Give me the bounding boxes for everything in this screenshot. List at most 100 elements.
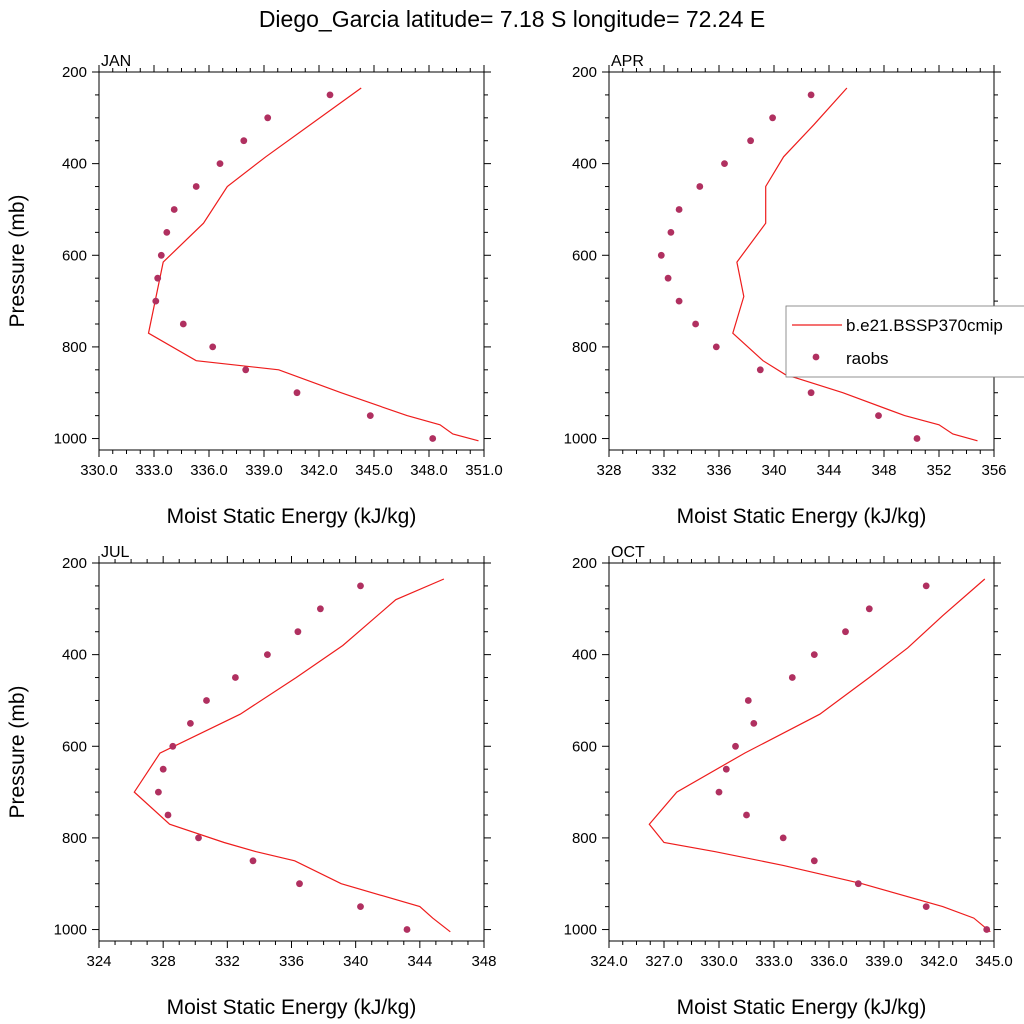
raobs-point [357, 903, 364, 910]
y-tick-label: 200 [572, 64, 597, 81]
y-tick-label: 800 [62, 339, 87, 356]
x-axis-label: Moist Static Energy (kJ/kg) [167, 505, 417, 528]
x-tick-label: 348 [871, 462, 896, 479]
raobs-point [667, 229, 675, 236]
raobs-point [756, 366, 764, 374]
raobs-point [842, 628, 849, 636]
x-tick-label: 342.0 [920, 953, 958, 970]
raobs-point [154, 274, 162, 282]
raobs-point [807, 91, 815, 99]
plot-frame [98, 71, 485, 451]
raobs-point [744, 697, 752, 704]
raobs-point [692, 320, 699, 328]
y-tick-label: 1000 [564, 431, 597, 448]
x-tick-label: 344 [816, 462, 841, 479]
raobs-point [192, 183, 200, 190]
raobs-point [366, 412, 374, 419]
raobs-point [732, 742, 739, 750]
legend-model-label: b.e21.BSSP370cmip [846, 316, 1003, 335]
figure-title: Diego_Garcia latitude= 7.18 S longitude=… [259, 6, 765, 32]
x-tick-label: 332 [651, 462, 676, 479]
y-tick-label: 400 [572, 156, 597, 173]
raobs-point [357, 582, 364, 590]
raobs-point [664, 274, 672, 282]
legend-obs-label: raobs [846, 349, 889, 368]
panel-oct: OCT 324.0 327.0 330.0 333.0 336.0 339.0 342.0 34… [564, 544, 1013, 1019]
raobs-point [750, 720, 758, 727]
raobs-point [913, 435, 921, 442]
raobs-point [242, 366, 250, 374]
panel-label: JUL [101, 544, 130, 561]
panel-jul: JUL 324 328 332 336 340 344 348 200 400 600 800 1000… [6, 544, 497, 1019]
y-tick-label: 1000 [564, 922, 597, 939]
raobs-point [922, 582, 930, 590]
model-line [732, 87, 978, 442]
x-tick-label: 336.0 [190, 462, 228, 479]
model-line [133, 578, 451, 933]
raobs-point [293, 389, 301, 397]
y-tick-label: 400 [62, 647, 87, 664]
legend: b.e21.BSSP370cmip raobs [785, 305, 1024, 378]
raobs-point [743, 811, 750, 819]
y-tick-label: 600 [572, 247, 597, 264]
x-tick-label: 340 [343, 953, 368, 970]
y-tick-label: 800 [62, 830, 87, 847]
x-tick-label: 348.0 [410, 462, 448, 479]
y-tick-label: 600 [62, 738, 87, 755]
x-tick-label: 348 [471, 953, 496, 970]
x-tick-label: 328 [151, 953, 176, 970]
raobs-point [169, 742, 177, 750]
model-line [648, 578, 991, 933]
raobs-point [788, 674, 796, 681]
x-tick-label: 327.0 [645, 953, 683, 970]
raobs-point [216, 160, 224, 168]
y-tick-label: 800 [572, 339, 597, 356]
raobs-point [264, 114, 272, 122]
panel-label: JAN [101, 53, 131, 70]
x-tick-label: 333.0 [135, 462, 173, 479]
raobs-point [983, 926, 991, 933]
x-tick-label: 345.0 [355, 462, 393, 479]
x-tick-label: 336 [279, 953, 304, 970]
raobs-point [810, 857, 818, 865]
x-tick-label: 332 [215, 953, 240, 970]
raobs-point [209, 343, 217, 351]
panel-jan: JAN 330.0 333.0 336.0 339.0 342.0 345.0 348.0 35… [6, 53, 503, 528]
y-tick-label: 1000 [54, 922, 87, 939]
raobs-point [249, 857, 257, 865]
raobs-point [240, 137, 248, 145]
raobs-point [203, 697, 210, 704]
x-tick-label: 324.0 [590, 953, 628, 970]
y-tick-label: 200 [62, 64, 87, 81]
raobs-point [155, 788, 162, 796]
raobs-point [296, 880, 303, 888]
raobs-point [675, 297, 683, 305]
raobs-point [163, 229, 171, 236]
raobs-point [696, 183, 704, 190]
panel-apr: APR 328 332 336 340 344 348 352 356 200 400 600 800 1… [564, 53, 1007, 528]
raobs-point [403, 926, 411, 933]
raobs-point [779, 834, 787, 842]
legend-obs-swatch [812, 353, 820, 361]
raobs-point [715, 788, 723, 796]
raobs-point [170, 206, 178, 213]
y-tick-label: 600 [572, 738, 597, 755]
y-tick-label: 800 [572, 830, 597, 847]
x-tick-label: 339.0 [865, 953, 903, 970]
x-axis-label: Moist Static Energy (kJ/kg) [677, 505, 927, 528]
raobs-point [854, 880, 862, 888]
plot-frame [608, 562, 995, 942]
x-tick-label: 324 [86, 953, 111, 970]
panel-label: APR [611, 53, 644, 70]
x-axis-label: Moist Static Energy (kJ/kg) [677, 996, 927, 1019]
x-tick-label: 344 [407, 953, 432, 970]
raobs-point [179, 320, 187, 328]
raobs-point [187, 720, 194, 727]
plot-frame [608, 71, 995, 451]
raobs-point [865, 605, 873, 613]
raobs-point [721, 160, 728, 168]
x-tick-label: 330.0 [700, 953, 738, 970]
raobs-point [722, 765, 730, 773]
x-tick-label: 340 [761, 462, 786, 479]
x-tick-label: 333.0 [755, 953, 793, 970]
